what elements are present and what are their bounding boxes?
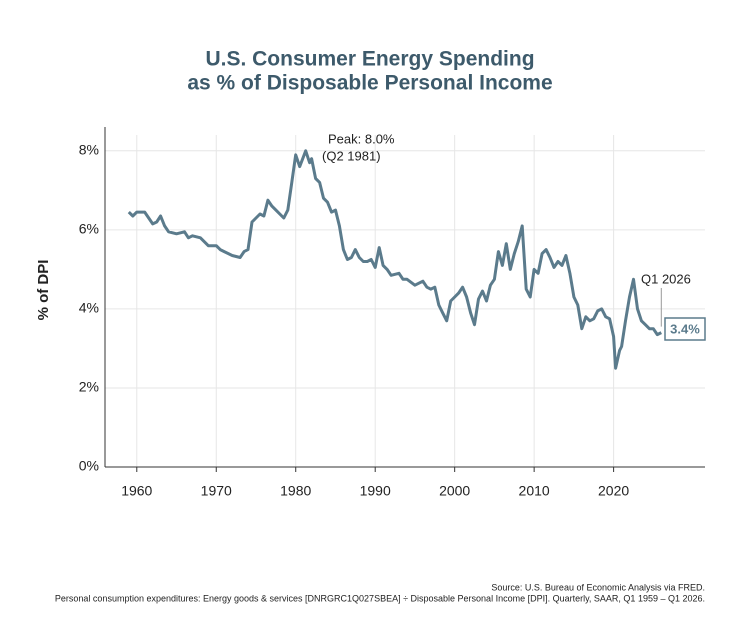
y-axis-label: % of DPI (35, 260, 52, 321)
x-tick-label: 2010 (519, 483, 550, 499)
y-tick-label: 8% (79, 142, 99, 158)
annotation: 3.4% (670, 321, 700, 336)
value-box (664, 317, 706, 341)
y-tick-label: 0% (79, 458, 99, 474)
annotation: (Q2 1981) (322, 148, 381, 163)
y-tick-label: 2% (79, 379, 99, 395)
annotation: Peak: 8.0% (328, 131, 395, 146)
x-tick-label: 1960 (121, 483, 152, 499)
chart-title: as % of Disposable Personal Income (187, 72, 552, 95)
chart-title: U.S. Consumer Energy Spending (205, 48, 534, 71)
x-tick-label: 1990 (360, 483, 391, 499)
x-tick-label: 1980 (280, 483, 311, 499)
y-tick-label: 6% (79, 221, 99, 237)
x-tick-label: 2000 (439, 483, 470, 499)
source: Personal consumption expenditures: Energ… (55, 593, 705, 603)
y-tick-label: 4% (79, 300, 99, 316)
line (127, 149, 662, 370)
source: Source: U.S. Bureau of Economic Analysis… (491, 582, 705, 592)
x-tick-label: 1970 (201, 483, 232, 499)
annotation: Q1 2026 (641, 271, 691, 286)
x-tick-label: 2020 (598, 483, 629, 499)
